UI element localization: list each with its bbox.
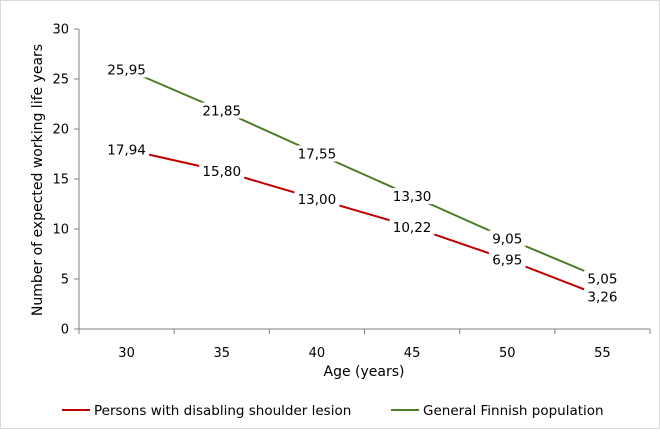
data-label: 21,85 [202,104,241,120]
legend-label-1: General Finnish population [423,403,604,419]
data-label-background [584,270,621,287]
y-tick-label: 10 [52,223,69,238]
data-label: 3,26 [587,289,617,305]
data-label-group: 13,30 [389,188,435,205]
data-label-background [389,218,435,235]
y-axis-title: Number of expected working life years [30,44,46,316]
data-label: 10,22 [393,220,432,236]
x-tick-label: 40 [309,346,326,361]
data-label: 13,30 [393,189,432,205]
data-label-group: 21,85 [199,102,245,120]
data-label: 25,95 [107,63,146,79]
y-tick-label: 0 [61,323,69,338]
data-label-group: 17,94 [104,141,150,159]
data-label-background [294,191,340,207]
data-label-group: 6,95 [488,251,526,269]
legend-label-0: Persons with disabling shoulder lesion [94,403,351,419]
x-tick-label: 50 [499,346,516,361]
axes [74,28,651,334]
y-tick-label: 20 [52,123,69,138]
x-tick-label: 30 [118,346,135,361]
data-label-background [389,188,435,204]
data-label-background [104,61,150,78]
data-label-group: 10,22 [389,218,435,236]
legend: Persons with disabling shoulder lesion Ge… [62,403,604,419]
data-label-background [104,141,150,158]
x-tick-label: 55 [594,346,611,361]
data-label-group: 13,00 [294,191,340,208]
x-tick-label: 35 [213,346,230,361]
data-label: 6,95 [492,253,522,269]
data-label: 9,05 [492,232,522,248]
data-label-group: 5,05 [584,270,621,288]
data-label-group: 25,95 [104,61,150,79]
y-tick-label: 5 [61,273,69,288]
data-label-background [488,251,526,268]
data-label: 5,05 [587,272,617,288]
data-labels: 17,94 15,80 13,00 10,22 6,95 3,26 25,95 21,85 17… [104,61,621,305]
x-tick-label: 45 [404,346,421,361]
data-label-background [488,230,526,247]
data-label-group: 15,80 [199,163,245,180]
data-label-background [199,102,245,119]
data-label-background [199,163,245,179]
x-axis-title: Age (years) [324,364,405,380]
tick-labels: 0 5 10 15 20 25 30 30 35 40 45 50 55 [52,23,610,362]
data-label-group: 9,05 [488,230,526,248]
data-label-background [584,288,621,305]
y-tick-label: 30 [52,23,69,38]
data-label-background [294,145,340,162]
data-label-group: 3,26 [584,288,621,305]
data-label-group: 17,55 [294,145,340,163]
y-tick-label: 25 [52,73,69,88]
data-label: 17,55 [298,147,337,163]
data-label: 13,00 [298,192,337,208]
y-tick-label: 15 [52,173,69,188]
data-label: 17,94 [107,143,146,159]
data-label: 15,80 [202,164,241,180]
